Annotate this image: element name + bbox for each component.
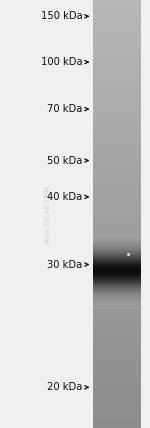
Text: 30 kDa: 30 kDa [47, 259, 82, 270]
Text: www.T3LAB.COM: www.T3LAB.COM [45, 184, 51, 244]
Text: 100 kDa: 100 kDa [41, 57, 82, 67]
Text: 20 kDa: 20 kDa [47, 382, 82, 392]
Text: 70 kDa: 70 kDa [47, 104, 82, 114]
Text: 40 kDa: 40 kDa [47, 192, 82, 202]
Text: 150 kDa: 150 kDa [41, 11, 82, 21]
Text: 50 kDa: 50 kDa [47, 155, 82, 166]
